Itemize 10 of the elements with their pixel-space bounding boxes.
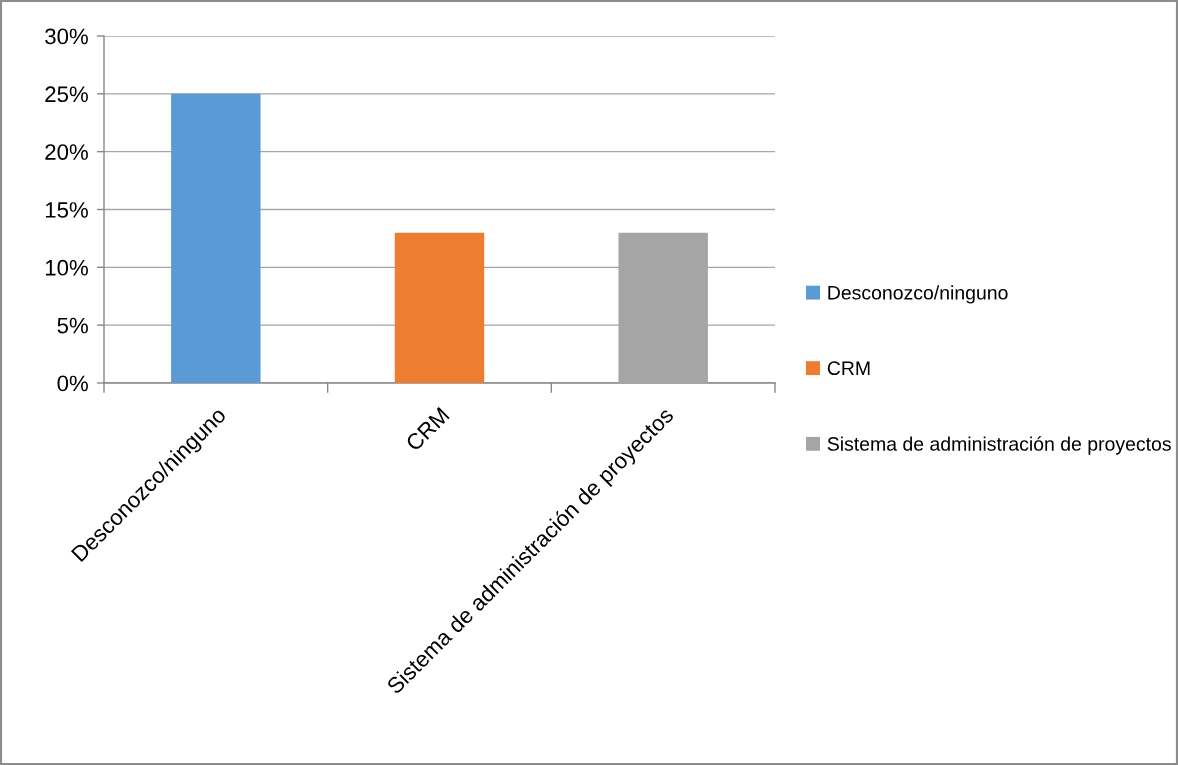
y-tick-label: 20% [45,144,88,160]
y-tick-label: 15% [45,202,88,218]
y-tick-label: 25% [45,86,88,103]
y-tick-label: 30% [45,28,88,45]
legend-label: Sistema de administración de proyectos [827,436,1171,455]
y-tick-label: 5% [57,317,88,334]
legend-label: CRM [827,361,870,376]
legend-label: Desconozco/ninguno [828,285,1008,304]
y-tick-label: 0% [57,375,88,392]
y-tick-label: 10% [45,259,88,276]
